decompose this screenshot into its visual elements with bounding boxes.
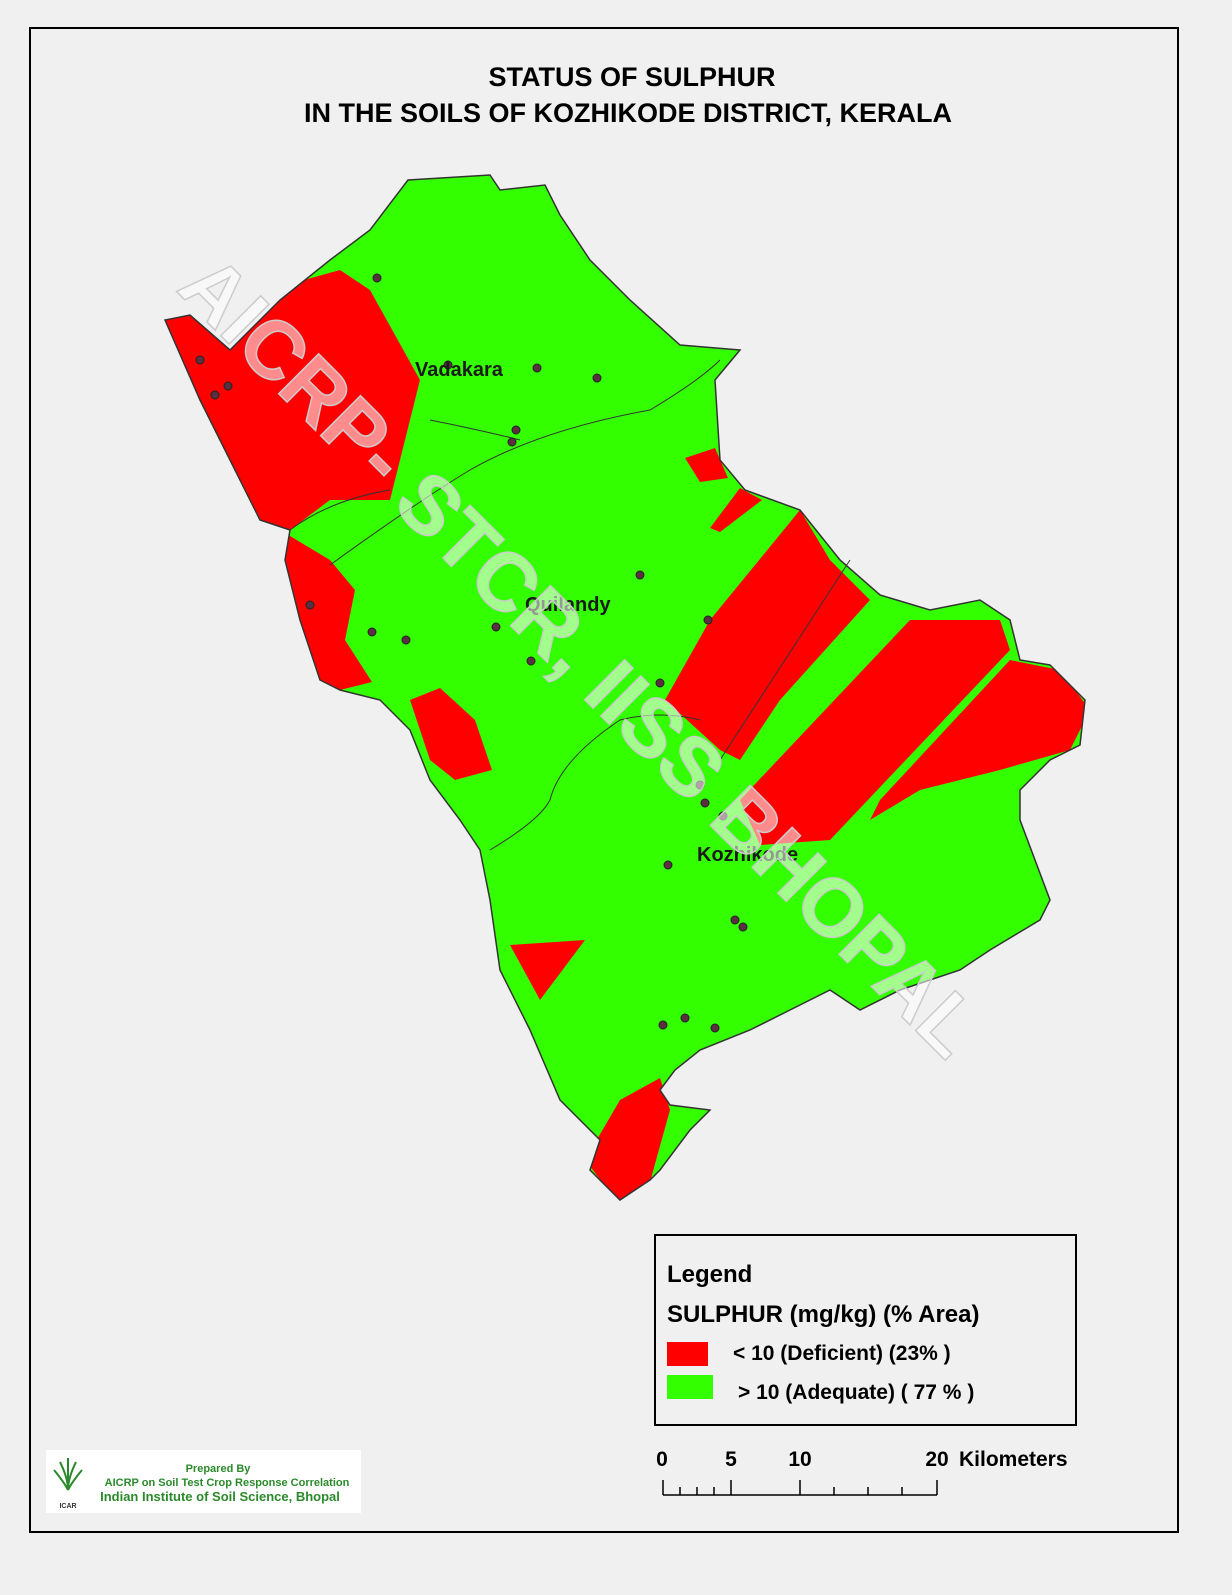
scale-label: 5 bbox=[725, 1448, 737, 1471]
deficient-zone bbox=[870, 660, 1085, 820]
sample-points bbox=[195, 273, 748, 1033]
place-label: Kozhikode bbox=[697, 844, 798, 866]
credit-line: Indian Institute of Soil Science, Bhopal bbox=[100, 1489, 340, 1504]
legend-label: > 10 (Adequate) ( 77 % ) bbox=[738, 1381, 974, 1404]
district-map bbox=[164, 174, 1086, 1201]
place-label: Vadakara bbox=[415, 359, 504, 381]
deficient-zone bbox=[710, 488, 762, 532]
scale-unit: Kilometers bbox=[959, 1448, 1068, 1471]
scale-bar bbox=[662, 1480, 938, 1496]
legend-swatch bbox=[667, 1375, 713, 1399]
legend-label: < 10 (Deficient) (23% ) bbox=[733, 1342, 951, 1365]
title-line: IN THE SOILS OF KOZHIKODE DISTRICT, KERA… bbox=[304, 98, 952, 128]
legend-swatch bbox=[667, 1342, 708, 1366]
logo-text: ICAR bbox=[59, 1503, 76, 1510]
legend-title: Legend bbox=[667, 1261, 752, 1288]
scale-label: 20 bbox=[925, 1448, 948, 1471]
deficient-zone bbox=[410, 688, 492, 780]
deficient-zone bbox=[685, 448, 728, 482]
legend-heading: SULPHUR (mg/kg) (% Area) bbox=[667, 1301, 979, 1328]
credit-line: AICRP on Soil Test Crop Response Correla… bbox=[105, 1477, 350, 1489]
scale-label: 0 bbox=[656, 1448, 668, 1471]
logo bbox=[53, 1458, 83, 1491]
deficient-zone bbox=[665, 510, 870, 760]
deficient-zone bbox=[740, 620, 1010, 845]
credit-line: Prepared By bbox=[186, 1463, 252, 1475]
title-line: STATUS OF SULPHUR bbox=[489, 62, 776, 92]
deficient-zone bbox=[280, 530, 372, 695]
deficient-zone bbox=[510, 940, 585, 1000]
scale-label: 10 bbox=[788, 1448, 811, 1471]
legend-box bbox=[654, 1234, 1077, 1426]
credit-box bbox=[46, 1450, 361, 1513]
place-label: Quilandy bbox=[525, 594, 611, 616]
deficient-zone bbox=[585, 1078, 670, 1200]
